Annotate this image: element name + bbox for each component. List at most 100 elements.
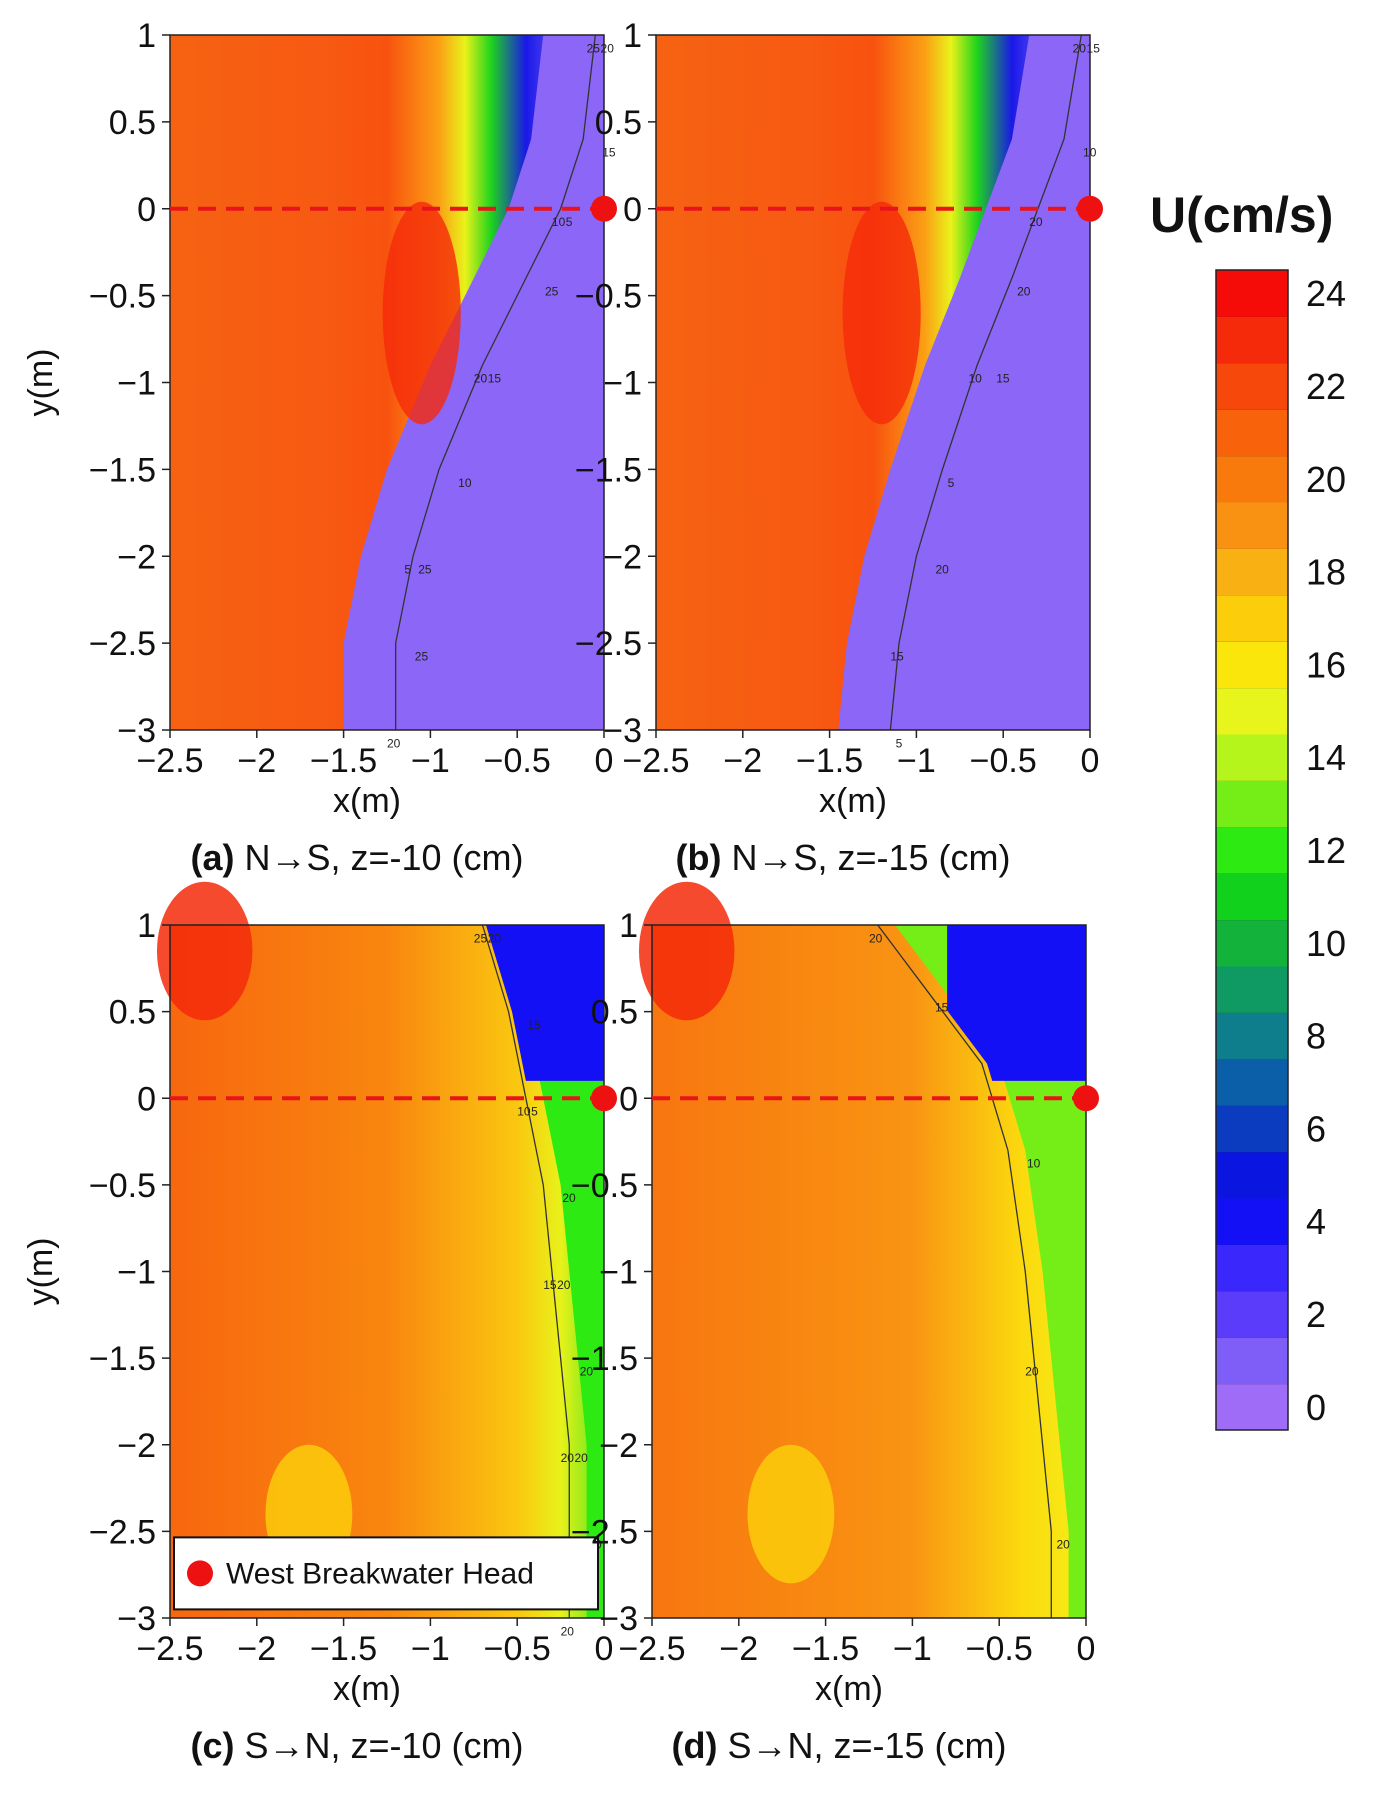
colorbar-segment [1216, 409, 1288, 457]
panel-caption-a: (a) N→S, z=-10 (cm) [190, 837, 523, 878]
x-tick-label: 0 [1077, 1630, 1096, 1668]
contour-label: 20 [561, 1451, 575, 1465]
panel-c: 2520151052015202020202020−2.5−2−1.5−1−0.… [22, 881, 617, 1766]
contour-label: 20 [561, 1624, 575, 1638]
x-tick-label: −2.5 [618, 1630, 685, 1668]
y-tick-label: 0 [137, 1080, 156, 1118]
colorbar-segment [1216, 1383, 1288, 1431]
y-tick-label: −0.5 [89, 278, 156, 316]
colorbar-segment [1216, 966, 1288, 1013]
y-tick-label: −1 [117, 365, 156, 403]
contour-line-d [877, 924, 1052, 1618]
x-tick-label: −2.5 [622, 742, 689, 780]
contour-label: 20 [869, 931, 883, 945]
colorbar-segment [1216, 734, 1288, 781]
x-tick-label: −0.5 [970, 742, 1037, 780]
x-tick-label: 0 [595, 742, 614, 780]
x-tick-label: −2.5 [136, 742, 203, 780]
panel-caption-c: (c) S→N, z=-10 (cm) [190, 1725, 523, 1766]
contour-label: 15 [1087, 41, 1101, 55]
contour-label: 5 [566, 215, 573, 229]
contour-label: 20 [1029, 215, 1043, 229]
y-tick-label: −2.5 [575, 625, 642, 663]
y-tick-label: −1 [117, 1254, 156, 1292]
colorbar-segment [1216, 873, 1288, 921]
y-tick-label: −2 [603, 538, 642, 576]
peak-region-c [156, 881, 253, 1021]
colorbar-tick-label: 4 [1306, 1201, 1326, 1242]
legend-frame [173, 1536, 599, 1611]
colorbar-segment [1216, 1151, 1288, 1199]
x-tick-label: −2 [723, 742, 762, 780]
colorbar-segment [1216, 1105, 1288, 1153]
contour-label: 15 [528, 1018, 542, 1032]
y-tick-label: −0.5 [89, 1167, 156, 1205]
colorbar-tick-label: 20 [1306, 459, 1346, 500]
breakwater-head-marker [591, 1085, 617, 1112]
colorbar-segment [1216, 1198, 1288, 1245]
contour-label: 25 [418, 563, 432, 577]
y-tick-label: −3 [117, 712, 156, 750]
x-axis-label: x(m) [815, 1670, 883, 1708]
contour-label: 5 [531, 1105, 538, 1119]
contour-label: 20 [474, 372, 488, 386]
legend-box: West Breakwater Head [173, 1536, 599, 1611]
y-tick-label: 0.5 [591, 994, 638, 1032]
contour-label: 10 [552, 215, 566, 229]
y-tick-label: 1 [137, 907, 156, 945]
low-region-d [747, 1444, 835, 1584]
colorbar-segment [1216, 919, 1288, 967]
y-axis-label: y(m) [22, 349, 60, 417]
contour-label: 10 [517, 1105, 531, 1119]
contour-line-b [889, 34, 1082, 731]
y-tick-label: 0 [137, 191, 156, 229]
y-tick-label: −2.5 [89, 625, 156, 663]
breakwater-head-marker [1073, 1085, 1099, 1112]
contour-label: 25 [587, 41, 601, 55]
peak-region-d [638, 881, 735, 1021]
colorbar-tick-label: 2 [1306, 1294, 1326, 1335]
x-tick-label: −2 [237, 1630, 276, 1668]
peak-region-a [382, 201, 461, 425]
contour-label: 5 [404, 563, 411, 577]
colorbar-segment [1216, 316, 1288, 364]
x-tick-label: −1.5 [310, 1630, 377, 1668]
y-axis-label: y(m) [22, 1238, 60, 1306]
x-tick-label: 0 [595, 1630, 614, 1668]
y-tick-label: −2.5 [89, 1513, 156, 1551]
legend-marker [187, 1560, 213, 1587]
y-tick-label: 1 [623, 17, 642, 55]
y-tick-label: −3 [603, 712, 642, 750]
x-tick-label: −2 [237, 742, 276, 780]
y-tick-label: 0 [623, 191, 642, 229]
colorbar-tick-label: 16 [1306, 644, 1346, 685]
contour-label: 15 [543, 1278, 557, 1292]
band-3-c [485, 925, 604, 1081]
contour-label: 15 [488, 372, 502, 386]
x-tick-label: −1 [411, 742, 450, 780]
contour-label: 15 [602, 146, 616, 160]
colorbar-frame [1215, 269, 1289, 1431]
x-axis-label: x(m) [819, 782, 887, 820]
x-axis-label: x(m) [333, 1670, 401, 1708]
contour-label: 5 [896, 736, 903, 750]
x-tick-label: −1 [411, 1630, 450, 1668]
band-2-d [895, 925, 1086, 1618]
contour-label: 10 [458, 476, 472, 490]
colorbar-segment [1216, 455, 1288, 503]
x-tick-label: −1 [897, 742, 936, 780]
y-tick-label: 1 [137, 17, 156, 55]
x-tick-label: 0 [1081, 742, 1100, 780]
colorbar-segment [1216, 826, 1288, 874]
y-tick-label: −2 [599, 1427, 638, 1465]
y-tick-label: −3 [117, 1600, 156, 1638]
y-tick-label: 0.5 [109, 994, 156, 1032]
contour-label: 20 [562, 1191, 576, 1205]
contour-label: 20 [574, 1451, 588, 1465]
y-tick-label: −1 [599, 1254, 638, 1292]
contour-label: 20 [1025, 1364, 1039, 1378]
x-tick-label: −0.5 [484, 742, 551, 780]
x-tick-label: −1.5 [796, 742, 863, 780]
